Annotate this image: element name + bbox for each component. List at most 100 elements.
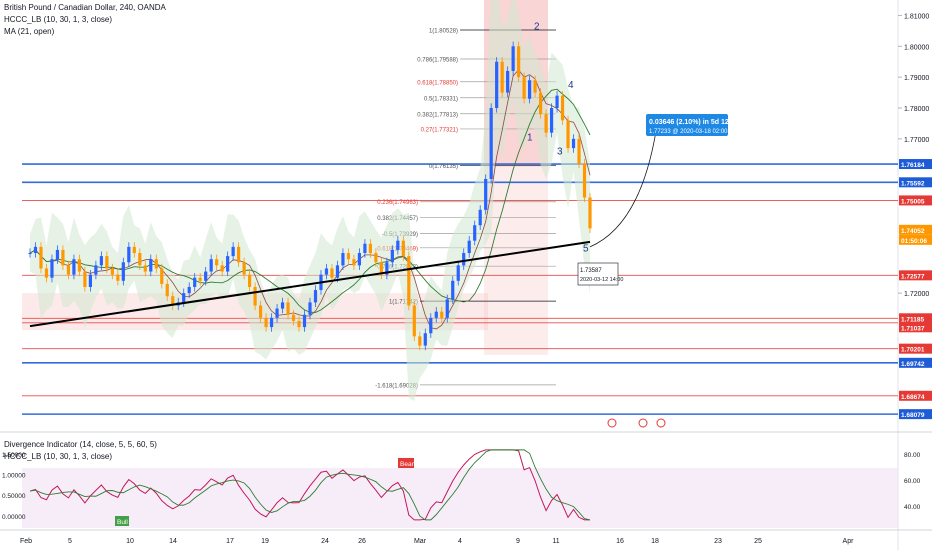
wave-label: 1 <box>527 132 533 143</box>
bull-marker <box>115 516 129 526</box>
candle-down <box>237 246 241 263</box>
price-tick-label: 1.80000 <box>904 44 929 51</box>
price-tag <box>899 409 932 420</box>
candle-down <box>544 114 548 133</box>
candle-up <box>555 95 559 108</box>
price-tag <box>899 343 932 354</box>
lower-zone <box>22 468 898 528</box>
candle-up <box>467 240 471 254</box>
event-marker <box>607 418 617 428</box>
candle-down <box>291 314 296 321</box>
time-tick-label: Apr <box>843 538 855 545</box>
candle-down <box>368 243 372 254</box>
candle-down <box>66 265 71 275</box>
oscillator-signal-line <box>29 449 591 521</box>
candle-up <box>187 286 191 294</box>
candle-down <box>379 262 383 275</box>
indicator-ma-label[interactable]: MA (21, open) <box>4 27 55 36</box>
candle-up <box>423 333 427 346</box>
price-tag-label: 1.68674 <box>901 394 925 401</box>
measure-box <box>646 114 728 136</box>
candle-down <box>132 246 136 254</box>
candle-down <box>533 80 537 93</box>
symbol-title: British Pound / Canadian Dollar, 240, OA… <box>4 3 166 12</box>
candle-down <box>39 246 43 269</box>
candle-up <box>478 209 482 226</box>
indicator-hccc-label[interactable]: HCCC_LB (10, 30, 1, 3, close) <box>4 15 113 24</box>
fib-label: 0.5(1.78331) <box>424 96 458 102</box>
time-tick-label: Feb <box>20 538 32 545</box>
candle-down <box>105 256 109 269</box>
time-tick-label: 19 <box>261 538 269 545</box>
candle-down <box>110 268 114 275</box>
candle-up <box>302 314 307 328</box>
time-tick-label: 24 <box>321 538 329 545</box>
wave-label: 4 <box>568 80 574 91</box>
candle-up <box>33 246 38 254</box>
candle-up <box>313 290 318 303</box>
price-tag <box>899 322 932 333</box>
price-tag-label: 1.71037 <box>901 325 925 332</box>
point-tag-box <box>577 262 619 286</box>
candle-up <box>99 256 103 266</box>
event-marker <box>656 418 666 428</box>
time-axis[interactable]: Feb 5 10 14 17 19 24 26 Mar 4 9 11 16 18 23 25 Apr <box>20 538 854 545</box>
time-tick-label: 25 <box>754 538 762 545</box>
candle-down <box>264 317 268 328</box>
candle-down <box>566 120 570 149</box>
candle-down <box>374 253 378 263</box>
measure-line-1: 0.03646 (2.10%) in 5d 12h <box>649 119 733 126</box>
candle-up <box>193 277 197 287</box>
candle-up <box>50 259 54 278</box>
candle-down <box>83 271 87 287</box>
lower-left-tick: 1.50000 <box>2 452 26 459</box>
candle-up <box>72 259 76 275</box>
price-tag-label: 1.69742 <box>901 361 925 368</box>
time-tick-label: 14 <box>169 538 177 545</box>
candle-down <box>440 311 444 318</box>
lower-hccc-label[interactable]: HCCC_LB (10, 30, 1, 3, close) <box>4 452 113 461</box>
lower-right-tick: 40.00 <box>904 504 921 511</box>
fib-label: 0.382(1.77813) <box>417 112 458 118</box>
price-tick-label: 1.72000 <box>904 291 929 298</box>
candle-down <box>560 95 565 121</box>
candle-up <box>390 249 394 263</box>
divergence-indicator-label[interactable]: Divergence Indicator (14, close, 5, 5, 6… <box>4 440 157 449</box>
time-tick-label: 11 <box>552 538 559 545</box>
candle-up <box>94 265 98 275</box>
price-tick-label: 1.79000 <box>904 75 929 82</box>
candle-up <box>506 70 510 93</box>
candle-up <box>434 311 438 318</box>
candle-down <box>44 268 49 278</box>
candle-down <box>77 259 82 272</box>
candle-down <box>138 253 142 266</box>
candle-down <box>522 77 526 99</box>
candle-down <box>418 336 422 346</box>
candle-down <box>352 259 356 266</box>
candles[interactable] <box>28 41 592 351</box>
price-tag <box>899 177 932 188</box>
fib-label: 0.236(1.74963) <box>377 200 418 206</box>
price-tag-label: 01:50:06 <box>901 238 927 245</box>
point-tag-line-2: 2020-03-12 14:00 <box>580 277 623 283</box>
overlay-drawings: 1 2 3 4 5 0.03646 (2.10%) in 5d 12h 1.77233 @ … <box>29 21 733 428</box>
price-axis[interactable]: 1.81000 1.80000 1.79000 1.78000 1.77000 1.720… <box>898 13 932 511</box>
candle-up <box>445 299 449 318</box>
candle-up <box>182 293 186 303</box>
candle-down <box>143 265 147 272</box>
candle-down <box>258 305 263 318</box>
candle-up <box>341 253 345 266</box>
candle-up <box>495 61 499 108</box>
candle-down <box>330 268 334 278</box>
wave-label: 5 <box>583 243 589 254</box>
price-tag-label: 1.70201 <box>901 347 925 354</box>
trendline <box>29 240 591 328</box>
time-tick-label: 5 <box>68 538 72 545</box>
candle-down <box>165 283 169 297</box>
candle-up <box>204 271 208 281</box>
lower-pane: 1.50000 1.00000 0.50000 0.00000 Bear Bull <box>2 449 898 528</box>
projection-arrow <box>589 131 657 248</box>
candle-up <box>88 274 92 287</box>
wave-label: 3 <box>557 146 563 157</box>
